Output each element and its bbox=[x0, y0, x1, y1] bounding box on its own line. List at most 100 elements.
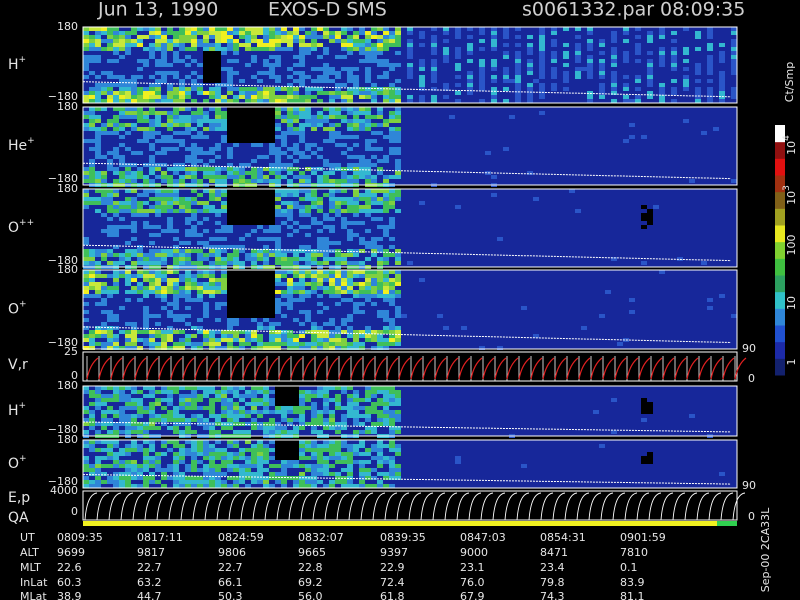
qa-bar bbox=[83, 521, 717, 526]
spectrogram-cell bbox=[203, 468, 209, 472]
spectrogram-cell bbox=[149, 346, 155, 350]
spectrogram-cell bbox=[233, 131, 239, 135]
spectrogram-cell bbox=[281, 274, 287, 278]
spectrogram-cell bbox=[191, 217, 197, 221]
spectrogram-cell bbox=[101, 402, 107, 406]
spectrogram-cell bbox=[89, 107, 95, 111]
spectrogram-cell bbox=[149, 418, 155, 422]
spectrogram-cell bbox=[113, 27, 119, 31]
spectrogram-cell bbox=[335, 111, 341, 115]
spectrogram-cell bbox=[119, 201, 125, 205]
spectrogram-cell bbox=[383, 135, 389, 139]
spectrogram-cell bbox=[383, 193, 389, 197]
spectrogram-cell bbox=[179, 59, 185, 63]
spectrogram-cell bbox=[125, 394, 131, 398]
spectrogram-cell bbox=[227, 115, 233, 119]
spectrogram-cell bbox=[95, 326, 101, 330]
spectrogram-cell bbox=[119, 155, 125, 159]
spectrogram-cell bbox=[275, 163, 281, 167]
spectrogram-cell bbox=[365, 111, 371, 115]
spectrogram-cell bbox=[95, 87, 101, 91]
spectrogram-cell bbox=[335, 398, 341, 402]
spectrogram-cell bbox=[191, 31, 197, 35]
spectrogram-cell bbox=[131, 334, 137, 338]
spectrogram-cell bbox=[323, 290, 329, 294]
spectrogram-cell bbox=[209, 205, 215, 209]
spectrogram-cell bbox=[539, 31, 545, 35]
spectrogram-cell bbox=[659, 59, 665, 63]
spectrogram-cell bbox=[359, 290, 365, 294]
spectrogram-cell bbox=[341, 460, 347, 464]
spectrogram-cell bbox=[317, 201, 323, 205]
spectrogram-cell bbox=[311, 171, 317, 175]
spectrogram-cell bbox=[113, 422, 119, 426]
spectrogram-cell bbox=[305, 422, 311, 426]
spectrogram-cell bbox=[251, 87, 257, 91]
spectrogram-cell bbox=[467, 91, 473, 95]
spectrogram-cell bbox=[383, 270, 389, 274]
spectrogram-cell bbox=[137, 87, 143, 91]
spectrogram-cell bbox=[95, 253, 101, 257]
spectrogram-cell bbox=[257, 414, 263, 418]
spectrogram-cell bbox=[359, 444, 365, 448]
spectrogram-cell bbox=[155, 468, 161, 472]
spectrogram-cell bbox=[197, 480, 203, 484]
spectrogram-cell bbox=[227, 456, 233, 460]
spectrogram-cell bbox=[269, 75, 275, 79]
spectrogram-cell bbox=[83, 95, 89, 99]
spectrogram-cell bbox=[395, 294, 401, 298]
spectrogram-cell bbox=[179, 318, 185, 322]
spectrogram-cell bbox=[323, 127, 329, 131]
spectrogram-cell bbox=[347, 318, 353, 322]
spectrogram-cell bbox=[107, 131, 113, 135]
spectrogram-cell bbox=[353, 197, 359, 201]
spectrogram-cell bbox=[83, 115, 89, 119]
spectrogram-cell bbox=[257, 402, 263, 406]
spectrogram-cell bbox=[329, 444, 335, 448]
spectrogram-cell bbox=[161, 249, 167, 253]
spectrogram-cell bbox=[371, 468, 377, 472]
spectrogram-cell bbox=[149, 440, 155, 444]
spectrogram-cell bbox=[107, 119, 113, 123]
spectrogram-cell bbox=[137, 468, 143, 472]
spectrogram-cell bbox=[239, 171, 245, 175]
spectrogram-cell bbox=[353, 294, 359, 298]
spectrogram-cell bbox=[107, 249, 113, 253]
spectrogram-cell bbox=[167, 111, 173, 115]
colorbar-label-sup: 3 bbox=[782, 185, 792, 191]
spectrogram-cell bbox=[329, 131, 335, 135]
spectrogram-cell bbox=[95, 175, 101, 179]
spectrogram-cell bbox=[431, 51, 437, 55]
spectrogram-cell bbox=[323, 274, 329, 278]
spectrogram-cell bbox=[203, 167, 209, 171]
spectrogram-cell bbox=[149, 282, 155, 286]
panel-label: He+ bbox=[8, 136, 35, 155]
spectrogram-cell bbox=[347, 342, 353, 346]
spectrogram-cell bbox=[149, 91, 155, 95]
spectrogram-cell bbox=[311, 346, 317, 350]
spectrogram-cell bbox=[395, 209, 401, 213]
spectrogram-cell bbox=[137, 35, 143, 39]
spectrogram-cell bbox=[365, 179, 371, 183]
spectrogram-cell bbox=[263, 197, 269, 201]
spectrogram-cell bbox=[515, 91, 521, 95]
spectrogram-cell bbox=[161, 135, 167, 139]
spectrogram-cell bbox=[299, 111, 305, 115]
spectrogram-cell bbox=[167, 123, 173, 127]
spectrogram-cell bbox=[329, 318, 335, 322]
spectrogram-cell bbox=[329, 398, 335, 402]
spectrogram-cell bbox=[305, 394, 311, 398]
spectrogram-cell bbox=[233, 205, 239, 209]
spectrogram-cell bbox=[377, 274, 383, 278]
spectrogram-cell bbox=[347, 201, 353, 205]
panel-frame bbox=[82, 26, 738, 104]
spectrogram-cell bbox=[239, 386, 245, 390]
spectrogram-cell bbox=[335, 456, 341, 460]
spectrogram-cell bbox=[293, 115, 299, 119]
spectrogram-cell bbox=[209, 290, 215, 294]
spectrogram-cell bbox=[341, 330, 347, 334]
spectrogram-cell bbox=[221, 484, 227, 488]
spectrogram-cell bbox=[491, 95, 497, 99]
spectrogram-cell bbox=[383, 444, 389, 448]
spectrogram-cell bbox=[311, 27, 317, 31]
